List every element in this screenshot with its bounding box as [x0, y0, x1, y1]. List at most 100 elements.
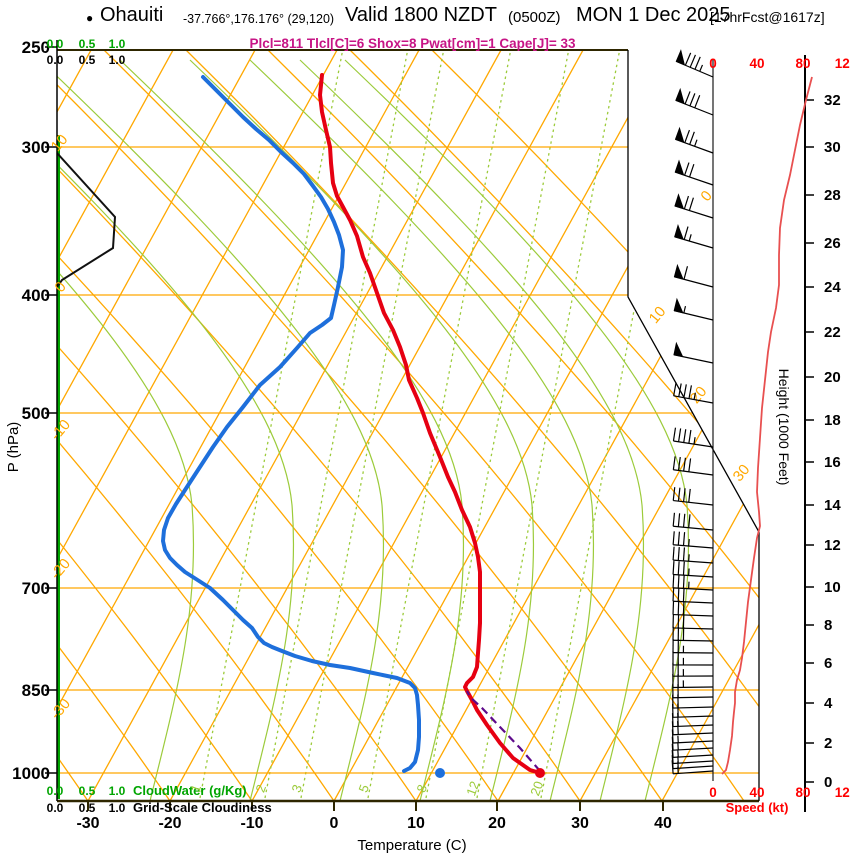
wind-barb-full [684, 52, 692, 66]
mixing-ratio-label: 20 [527, 779, 546, 798]
wind-barb-staff [672, 696, 714, 699]
height-tick-label: 16 [824, 454, 841, 471]
dry-adiabat-line [185, 50, 759, 801]
isotherm-line [169, 50, 584, 801]
dry-adiabat-line [267, 50, 759, 801]
pressure-tick-label: 400 [22, 286, 50, 305]
wind-barb-full [683, 457, 687, 472]
title-bar: ● Ohauiti -37.766°,176.176° (29,120) Val… [0, 0, 850, 34]
wind-barb-full [671, 760, 674, 774]
cloudiness-scale-top: 1.0 [109, 53, 126, 67]
wind-barb-staff [673, 765, 714, 770]
isotherm-line [579, 50, 759, 801]
wind-barb [674, 159, 714, 186]
wind-barb-pennant [674, 193, 685, 210]
wind-barb-full [682, 588, 685, 602]
wind-barb [674, 223, 714, 249]
wind-barb-full [677, 561, 680, 575]
station-coords: -37.766°,176.176° (29,120) [183, 12, 335, 26]
wind-barb [673, 382, 714, 404]
wind-barbs [671, 49, 714, 775]
wind-speed-curve [721, 76, 813, 775]
pressure-tick-label: 700 [22, 579, 50, 598]
dry-adiabat-line [57, 50, 335, 801]
isotherm-line [251, 50, 666, 801]
wind-barb-staff [673, 740, 714, 744]
temp-tick-label: 10 [407, 815, 425, 832]
wind-barb-full [688, 458, 692, 472]
wind-barb [672, 531, 714, 549]
wind-barb-half [688, 538, 690, 547]
wind-barb-full [682, 513, 686, 528]
wind-barb-staff [673, 525, 714, 531]
wind-barb [674, 126, 714, 154]
height-axis-title: Height (1000 Feet) [776, 369, 792, 486]
wind-barb-half [683, 306, 687, 314]
wind-barb-full [672, 456, 676, 470]
wind-barb-full [683, 384, 687, 398]
mixing-ratio-line [476, 50, 621, 799]
wind-barb [672, 574, 714, 591]
mixing-ratio-line [425, 50, 570, 799]
speed-scale-label-top: 120 [835, 56, 850, 71]
wind-barb-pennant [674, 223, 684, 240]
height-tick-label: 6 [824, 655, 832, 672]
wind-barb-staff [673, 724, 714, 728]
wind-barb-staff [673, 544, 714, 549]
wind-barb-full [673, 382, 677, 396]
surface-temp-marker [535, 768, 545, 778]
wind-barb [672, 487, 714, 506]
moist-adiabat-line [299, 59, 645, 801]
wind-barb-full [677, 574, 680, 589]
mixing-ratio-line [540, 50, 685, 799]
cloudiness-axis-label: Grid-Scale Cloudiness [133, 800, 272, 815]
speed-scale-label-top: 80 [795, 56, 810, 71]
isotherm-line [497, 50, 759, 801]
dry-adiabat-line [57, 50, 581, 801]
wind-barb-pennant [674, 126, 685, 144]
wind-barb [675, 49, 714, 78]
wind-barb-full [682, 532, 686, 546]
wind-barb-full [682, 547, 686, 561]
dry-adiabat-line [57, 50, 663, 801]
height-tick-label: 8 [824, 617, 832, 634]
wind-barb-staff [673, 770, 714, 775]
wind-barb-staff [673, 499, 714, 506]
wind-barb-full [694, 95, 701, 109]
mixing-ratio-label: 3 [288, 782, 305, 794]
mixing-ratio-label: 1 [187, 782, 204, 794]
wind-barb [672, 626, 714, 642]
wind-barb-full [684, 129, 691, 143]
mixing-ratio-line [300, 50, 445, 799]
isotherm-label-left: -30 [47, 695, 74, 723]
temp-tick-label: -20 [158, 815, 181, 832]
wind-barb-pennant [675, 87, 685, 105]
pressure-tick-label: 250 [22, 38, 50, 57]
dry-adiabat-line [57, 50, 171, 801]
height-tick-label: 10 [824, 579, 841, 596]
isotherm-line [57, 50, 420, 801]
wind-barb-full [688, 164, 695, 178]
wind-barb-full [677, 721, 679, 735]
temp-tick-label: -30 [76, 815, 99, 832]
pressure-tick-label: 500 [22, 404, 50, 423]
isotherm-line [661, 50, 759, 801]
height-tick-label: 26 [824, 235, 841, 252]
wind-barb-full [672, 487, 676, 501]
height-tick-label: 24 [824, 279, 841, 296]
moist-adiabat-line [57, 59, 295, 801]
pressure-tick-label: 300 [22, 138, 50, 157]
wind-barb-staff [672, 639, 714, 642]
wind-barb-staff [673, 559, 714, 564]
dry-adiabat-line [57, 50, 253, 801]
wind-barb-full [677, 531, 681, 546]
isotherm-line [57, 50, 174, 801]
wind-barb-full [672, 561, 675, 575]
height-tick-label: 4 [824, 695, 833, 712]
height-tick-label: 2 [824, 735, 832, 752]
temp-tick-label: 40 [654, 815, 672, 832]
plot-right-border [627, 50, 760, 801]
cloudiness-scale-bottom: 0.5 [79, 801, 96, 815]
wind-barb-full [689, 131, 695, 145]
